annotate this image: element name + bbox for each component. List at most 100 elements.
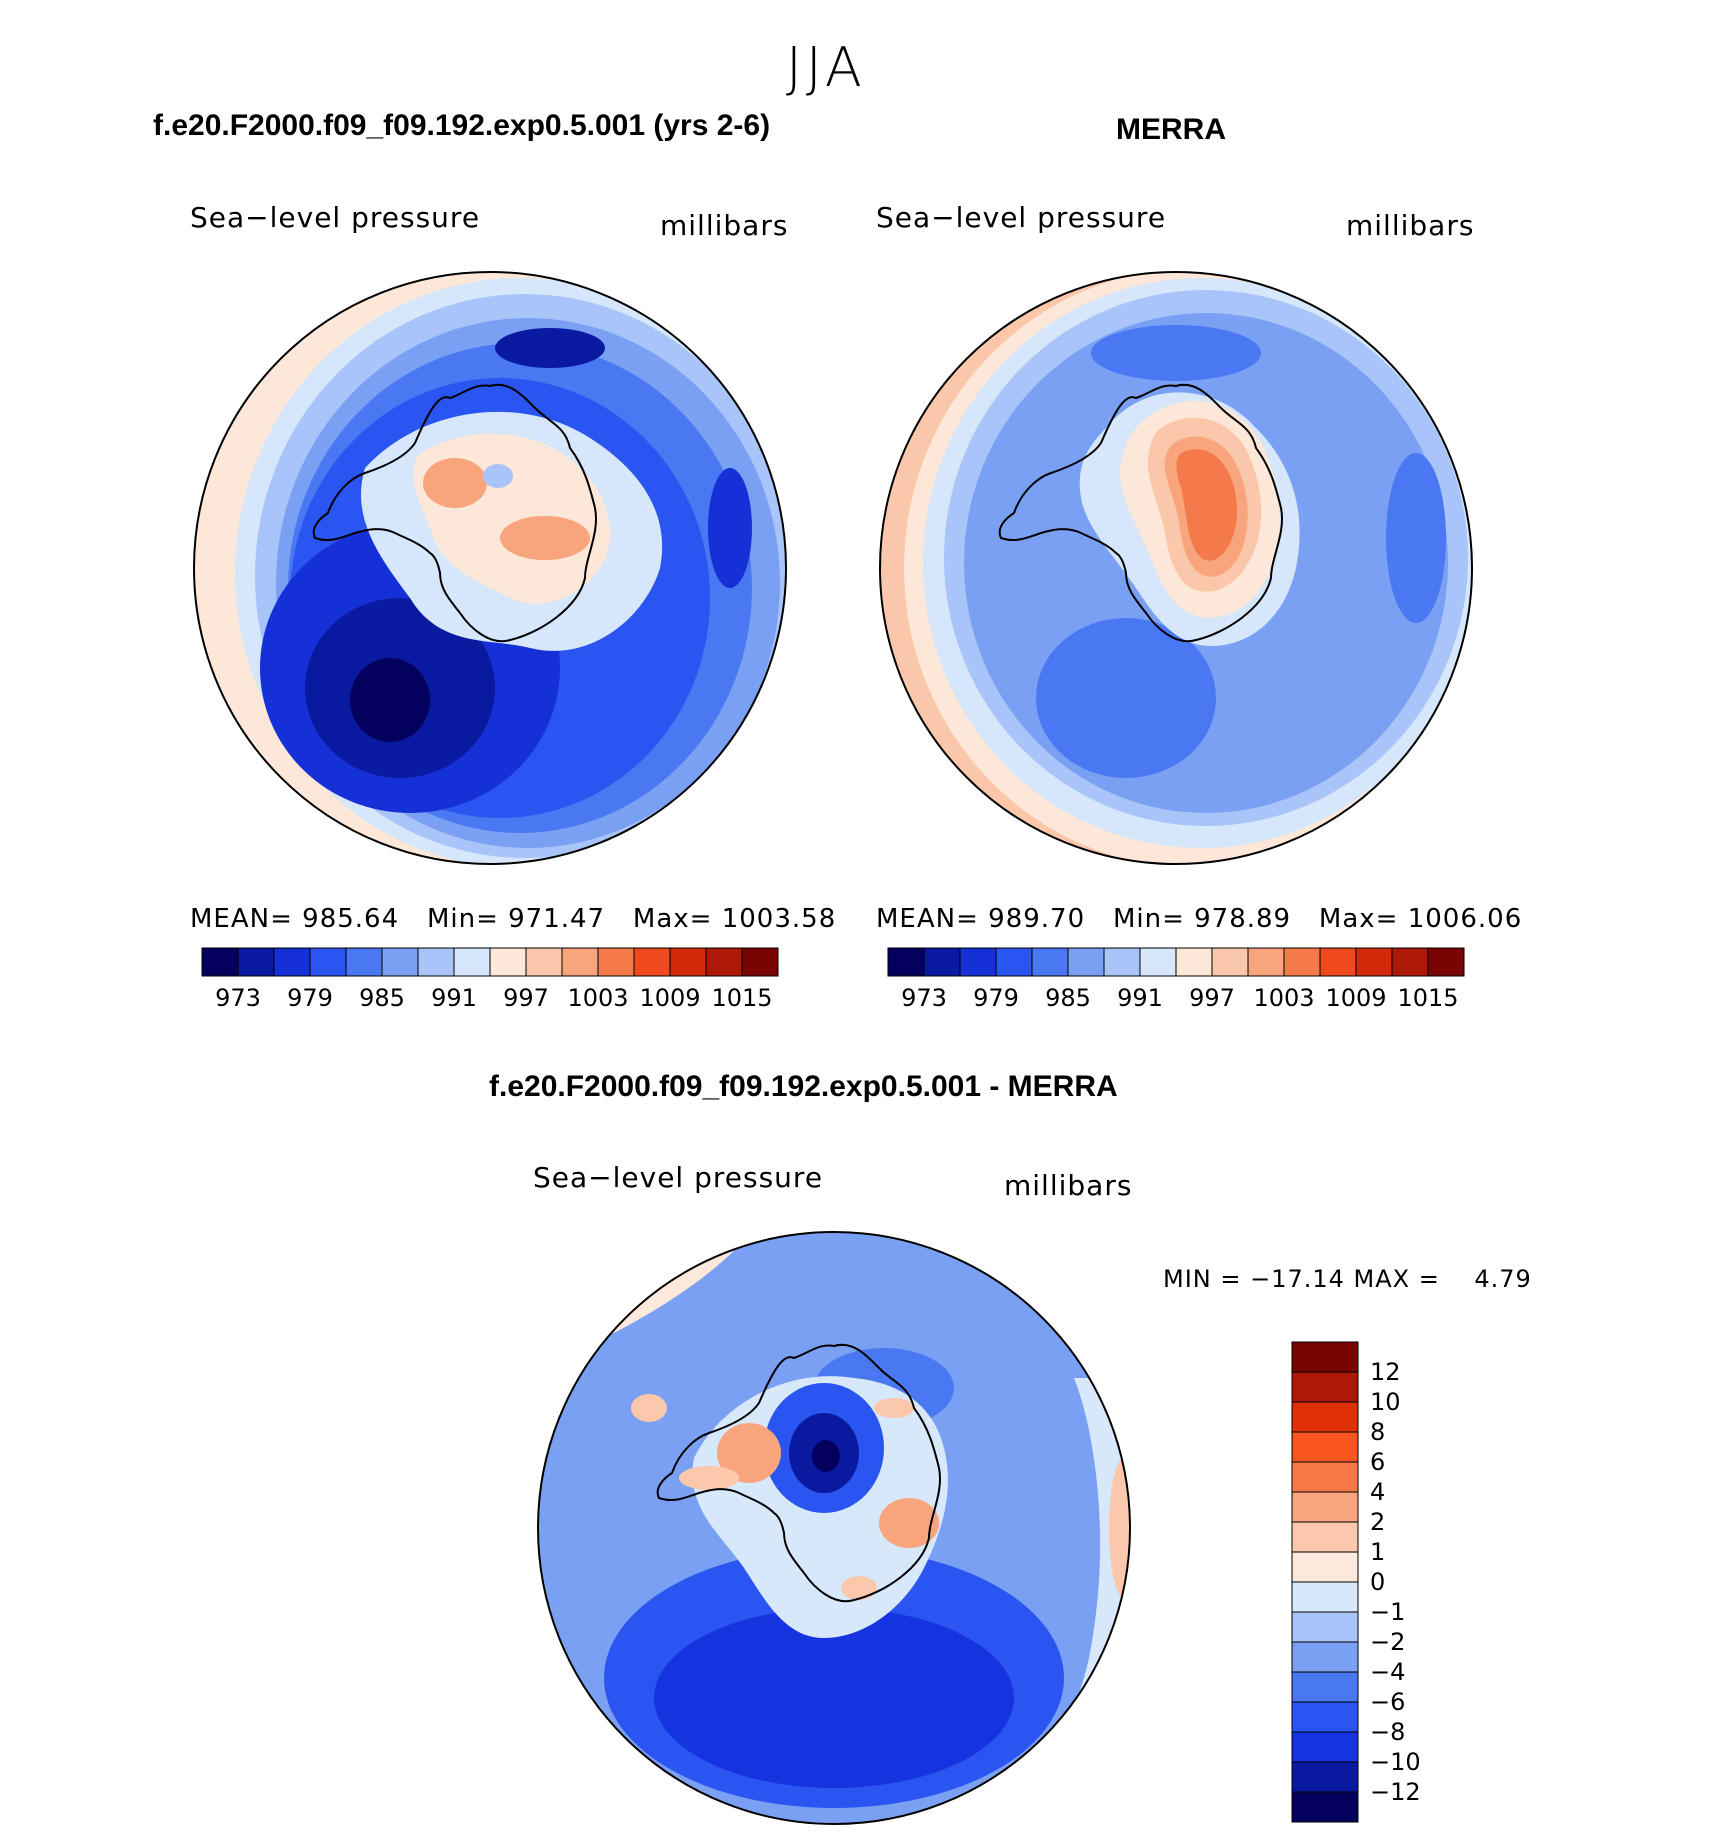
panel-2-variable: Sea−level pressure xyxy=(876,201,1167,234)
colorbar-swatch xyxy=(1291,1581,1359,1613)
colorbar-tick-label: 1003 xyxy=(1253,984,1314,1012)
colorbar-swatch xyxy=(381,947,419,977)
colorbar-swatch xyxy=(273,947,311,977)
panel-1-variable: Sea−level pressure xyxy=(190,201,481,234)
contour-band xyxy=(1091,325,1261,381)
contour-band xyxy=(812,1440,840,1472)
colorbar-swatch xyxy=(525,947,563,977)
colorbar-swatch xyxy=(959,947,997,977)
contour-band xyxy=(500,516,590,560)
colorbar-swatch xyxy=(1391,947,1429,977)
colorbar-swatch xyxy=(1291,1671,1359,1703)
colorbar-tick-label: 4 xyxy=(1370,1478,1385,1506)
contour-band xyxy=(1036,618,1216,778)
colorbar-swatch xyxy=(1291,1431,1359,1463)
contour-band xyxy=(879,1498,939,1548)
colorbar-swatch xyxy=(1291,1791,1359,1823)
diff-panel-variable: Sea−level pressure xyxy=(533,1161,824,1194)
colorbar-tick-label: 1 xyxy=(1370,1538,1385,1566)
panel-1-polar-map xyxy=(193,271,787,865)
colorbar-tick-label: 1015 xyxy=(1397,984,1458,1012)
colorbar-tick-label: 973 xyxy=(901,984,947,1012)
colorbar-tick-label: 8 xyxy=(1370,1418,1385,1446)
map-border xyxy=(537,1231,1131,1825)
mean-value: 985.64 xyxy=(302,904,400,934)
mean-value: 989.70 xyxy=(988,904,1086,934)
colorbar-swatch xyxy=(309,947,347,977)
colorbar-swatch xyxy=(1291,1701,1359,1733)
mean-label: MEAN= xyxy=(876,904,979,934)
colorbar-tick-label: −8 xyxy=(1370,1718,1405,1746)
colorbar-swatch xyxy=(1319,947,1357,977)
panel-2-units: millibars xyxy=(1346,209,1475,242)
contour-band xyxy=(717,1423,781,1483)
contour-band xyxy=(708,468,752,588)
colorbar-swatch xyxy=(1031,947,1069,977)
contour-band xyxy=(423,458,487,508)
min-value: 978.89 xyxy=(1194,904,1292,934)
colorbar-tick-label: 979 xyxy=(973,984,1019,1012)
colorbar-swatch xyxy=(1291,1521,1359,1553)
colorbar-swatch xyxy=(705,947,743,977)
contour-band xyxy=(350,658,430,742)
colorbar-swatch xyxy=(1103,947,1141,977)
colorbar-tick-label: 10 xyxy=(1370,1388,1401,1416)
colorbar-tick-label: 1009 xyxy=(639,984,700,1012)
colorbar-tick-label: −12 xyxy=(1370,1778,1421,1806)
colorbar-tick-label: −1 xyxy=(1370,1598,1405,1626)
colorbar-tick-label: 1003 xyxy=(567,984,628,1012)
diff-panel-title: f.e20.F2000.f09_f09.192.exp0.5.001 - MER… xyxy=(489,1070,1118,1103)
colorbar-swatch xyxy=(1291,1761,1359,1793)
contour-band xyxy=(874,1398,914,1418)
contour-band xyxy=(654,1608,1014,1788)
colorbar-tick-label: 6 xyxy=(1370,1448,1385,1476)
contour-band xyxy=(679,1466,739,1490)
colorbar-swatch xyxy=(597,947,635,977)
panel-1-title: f.e20.F2000.f09_f09.192.exp0.5.001 (yrs … xyxy=(153,109,771,142)
colorbar-swatch xyxy=(1291,1611,1359,1643)
colorbar-swatch xyxy=(417,947,455,977)
max-label: Max= xyxy=(632,904,713,934)
colorbar-swatch xyxy=(453,947,491,977)
contour-band xyxy=(631,1394,667,1422)
colorbar-tick-label: 997 xyxy=(1189,984,1235,1012)
max-label: Max= xyxy=(1318,904,1399,934)
colorbar-tick-label: 2 xyxy=(1370,1508,1385,1536)
colorbar-tick-label: 1015 xyxy=(711,984,772,1012)
colorbar-swatch xyxy=(1291,1491,1359,1523)
colorbar-swatch xyxy=(237,947,275,977)
contour-band xyxy=(1386,453,1446,623)
colorbar-swatch xyxy=(1291,1461,1359,1493)
diff-panel-minmax: MIN = −17.14 MAX = 4.79 xyxy=(1163,1265,1532,1293)
min-value: 971.47 xyxy=(508,904,606,934)
panel-1-stats: MEAN= 985.64 Min= 971.47 Max= 1003.58 xyxy=(190,904,836,934)
contour-band xyxy=(1176,449,1238,561)
colorbar-swatch xyxy=(345,947,383,977)
map-border xyxy=(879,271,1473,865)
contour-band xyxy=(483,464,513,488)
colorbar-swatch xyxy=(1283,947,1321,977)
colorbar-swatch xyxy=(923,947,961,977)
min-label: Min= xyxy=(1112,904,1185,934)
colorbar-swatch xyxy=(1291,1401,1359,1433)
colorbar-swatch xyxy=(1355,947,1393,977)
colorbar-swatch xyxy=(1139,947,1177,977)
mean-label: MEAN= xyxy=(190,904,293,934)
colorbar-swatch xyxy=(1291,1731,1359,1763)
max-value: 1006.06 xyxy=(1407,904,1523,934)
diff-polar-map xyxy=(537,1231,1131,1825)
colorbar-swatch xyxy=(669,947,707,977)
antarctica-coastline xyxy=(998,383,1283,643)
min-label: Min= xyxy=(426,904,499,934)
colorbar-tick-label: 12 xyxy=(1370,1358,1401,1386)
contour-band xyxy=(1109,1458,1130,1598)
colorbar-tick-label: −2 xyxy=(1370,1628,1405,1656)
panel-2-title: MERRA xyxy=(1116,113,1226,146)
colorbar-swatch xyxy=(561,947,599,977)
colorbar-swatch xyxy=(1247,947,1285,977)
panel-1-units: millibars xyxy=(660,209,789,242)
colorbar-tick-label: −10 xyxy=(1370,1748,1421,1776)
colorbar-tick-label: 0 xyxy=(1370,1568,1385,1596)
colorbar-tick-label: −4 xyxy=(1370,1658,1405,1686)
